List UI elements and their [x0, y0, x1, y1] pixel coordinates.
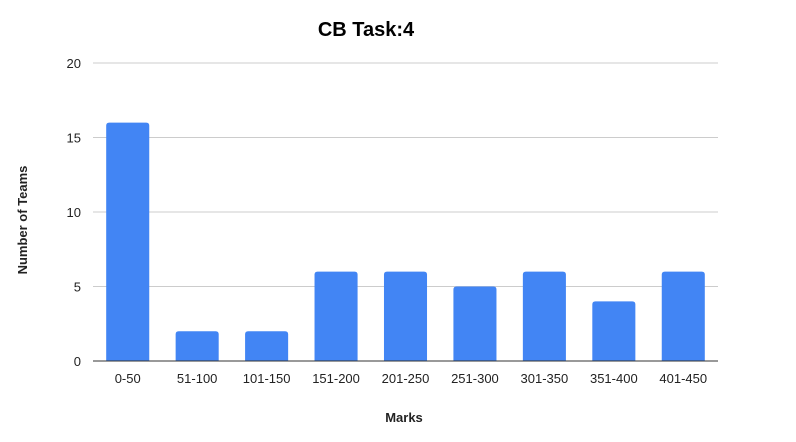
bar-0-50 — [106, 122, 150, 361]
y-axis-label: Number of Teams — [15, 166, 30, 275]
bar-301-350 — [522, 271, 566, 361]
y-tick-label: 20 — [67, 56, 81, 71]
bar-151-200 — [314, 271, 358, 361]
bar-401-450 — [661, 271, 705, 361]
x-tick-label: 51-100 — [177, 371, 217, 386]
x-axis-label: Marks — [385, 410, 423, 425]
x-tick-label: 151-200 — [312, 371, 360, 386]
gridlines — [93, 62, 718, 287]
y-tick-label: 5 — [74, 280, 81, 295]
y-tick-label: 10 — [67, 205, 81, 220]
bar-251-300 — [453, 286, 497, 361]
x-tick-label: 251-300 — [451, 371, 499, 386]
bar-101-150 — [245, 331, 289, 361]
bars — [93, 122, 718, 362]
chart-title: CB Task:4 — [318, 19, 415, 41]
bar-351-400 — [592, 301, 636, 361]
x-tick-label: 201-250 — [382, 371, 430, 386]
x-tick-label: 401-450 — [659, 371, 707, 386]
y-tick-label: 15 — [67, 131, 81, 146]
x-tick-label: 301-350 — [521, 371, 569, 386]
bar-201-250 — [383, 271, 428, 361]
x-tick-label: 0-50 — [115, 371, 141, 386]
x-tick-label: 101-150 — [243, 371, 291, 386]
bar-51-100 — [175, 331, 219, 361]
tick-labels: 0 5 10 15 20 0-50 51-100 101-150 151-200 201-250 2… — [67, 56, 708, 386]
y-tick-label: 0 — [74, 354, 81, 369]
x-tick-label: 351-400 — [590, 371, 638, 386]
